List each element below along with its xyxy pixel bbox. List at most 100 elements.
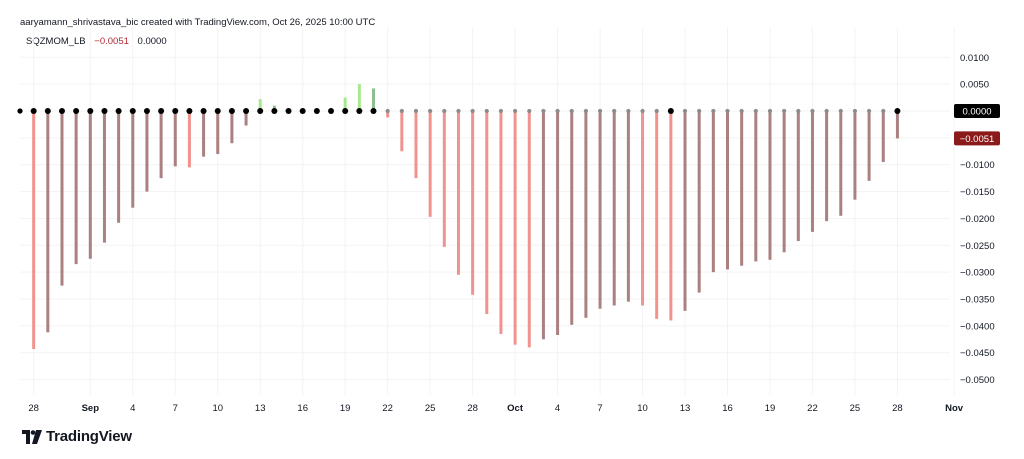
squeeze-dot xyxy=(101,108,108,114)
y-tick-label: −0.0200 xyxy=(960,214,995,225)
y-tick-label: −0.0450 xyxy=(960,348,995,359)
squeeze-dot xyxy=(143,108,150,114)
squeeze-dot xyxy=(583,108,589,114)
tradingview-wordmark: TradingView xyxy=(46,428,132,445)
squeeze-dot xyxy=(470,108,475,114)
squeeze-dot xyxy=(725,108,730,114)
histogram-bar xyxy=(173,111,177,167)
squeeze-dot xyxy=(399,108,404,114)
y-tick-label: −0.0400 xyxy=(960,321,995,332)
histogram-bar xyxy=(131,111,135,208)
squeeze-dot xyxy=(767,108,773,114)
squeeze-dot xyxy=(597,108,603,114)
histogram-bar xyxy=(258,99,262,111)
squeeze-dot xyxy=(513,108,518,114)
squeeze-dot xyxy=(228,108,235,114)
histogram-bar xyxy=(556,111,560,336)
squeeze-dot xyxy=(739,108,744,114)
histogram-bar xyxy=(46,111,50,333)
histogram-bar xyxy=(117,111,121,223)
histogram-bar xyxy=(216,111,220,154)
squeeze-dot xyxy=(328,108,335,114)
price-axis[interactable]: 0.01000.00500.0000−0.0050−0.0100−0.0150−… xyxy=(960,53,995,386)
histogram-bar xyxy=(810,111,814,232)
indicator-name: SQZMOM_LB xyxy=(26,36,86,47)
squeeze-dot xyxy=(555,108,560,114)
histogram-bar xyxy=(626,111,630,302)
x-tick-label: 16 xyxy=(722,403,733,414)
squeeze-dot xyxy=(271,108,278,114)
histogram-bar xyxy=(754,111,758,262)
squeeze-dot xyxy=(640,108,645,114)
squeeze-dot xyxy=(612,108,617,114)
squeeze-dot xyxy=(442,108,447,114)
y-tick-label: 0.0050 xyxy=(960,80,989,91)
squeeze-dot xyxy=(456,108,461,114)
squeeze-dot xyxy=(796,108,801,114)
squeeze-dot xyxy=(711,108,716,114)
price-badge-label: −0.0051 xyxy=(960,134,995,145)
y-tick-label: −0.0350 xyxy=(960,295,995,306)
x-tick-label: 13 xyxy=(255,403,266,414)
y-tick-label: −0.0250 xyxy=(960,241,995,252)
squeeze-dot xyxy=(654,108,659,114)
histogram-bar xyxy=(485,111,489,315)
histogram-bar xyxy=(88,111,92,259)
squeeze-dot xyxy=(413,108,419,114)
x-tick-label: Oct xyxy=(507,403,524,414)
x-tick-label: 4 xyxy=(555,403,560,414)
squeeze-dot xyxy=(186,108,193,114)
histogram-bar xyxy=(697,111,701,293)
squeeze-dot xyxy=(257,108,264,114)
histogram-bar xyxy=(867,111,871,181)
histogram-bar xyxy=(825,111,829,222)
squeeze-dot xyxy=(782,108,787,114)
histogram-bar xyxy=(414,111,418,179)
time-axis[interactable]: 28 Sep 4 7 10 13 16 19 22 25 28 Oct 4 7 10 13 16 19 22 25 28… xyxy=(28,403,963,414)
x-tick-label: Sep xyxy=(82,403,100,414)
histogram-bar xyxy=(102,111,106,243)
histogram-bar xyxy=(244,111,248,126)
squeeze-dot xyxy=(30,108,37,114)
x-tick-label: 10 xyxy=(637,403,648,414)
y-tick-label: −0.0100 xyxy=(960,160,995,171)
histogram-bar xyxy=(527,111,531,348)
squeeze-dot xyxy=(753,108,758,114)
squeeze-dot xyxy=(894,108,901,114)
histogram-bar xyxy=(683,111,687,311)
histogram-bar xyxy=(839,111,843,216)
squeeze-dot xyxy=(867,108,872,114)
x-tick-label: 7 xyxy=(597,403,602,414)
x-tick-label: 7 xyxy=(173,403,178,414)
price-badge-label: 0.0000 xyxy=(962,107,991,118)
histogram-bar xyxy=(357,84,361,111)
histogram-bars xyxy=(32,84,899,349)
squeeze-dot xyxy=(243,108,250,114)
squeeze-dot xyxy=(498,108,504,114)
histogram-bar xyxy=(612,111,616,306)
tradingview-logo-icon xyxy=(22,429,42,444)
histogram-bar xyxy=(499,111,503,334)
squeeze-dot xyxy=(129,108,136,114)
tradingview-brand[interactable]: TradingView xyxy=(22,428,132,445)
x-tick-label: 25 xyxy=(850,403,861,414)
y-tick-label: −0.0500 xyxy=(960,375,995,386)
x-tick-label: 4 xyxy=(130,403,135,414)
squeeze-dot xyxy=(626,108,631,114)
histogram-bar xyxy=(372,88,375,111)
histogram-bar xyxy=(386,111,390,118)
histogram-bar xyxy=(428,111,432,217)
price-badges: 0.0000 −0.0051 xyxy=(954,104,1000,146)
y-tick-label: −0.0300 xyxy=(960,268,995,279)
x-tick-label: 13 xyxy=(680,403,691,414)
squeeze-dot xyxy=(87,108,94,114)
x-tick-label: 28 xyxy=(892,403,903,414)
indicator-legend[interactable]: SQZMOM_LB −0.0051 0.0000 xyxy=(26,36,173,47)
squeeze-dot xyxy=(852,108,858,114)
histogram-bar xyxy=(796,111,800,242)
x-tick-label: 22 xyxy=(382,403,393,414)
squeeze-dot xyxy=(44,108,51,114)
histogram-bar xyxy=(145,111,149,192)
histogram-bar xyxy=(598,111,602,309)
